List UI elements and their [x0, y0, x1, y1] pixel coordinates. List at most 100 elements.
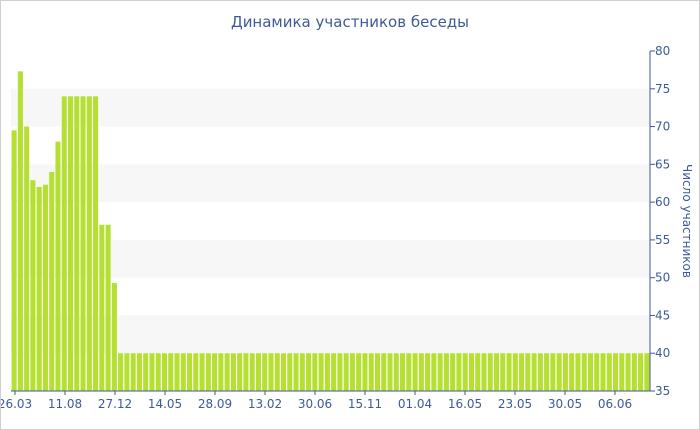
x-tick-label: 06.06	[598, 397, 632, 411]
bar	[537, 353, 543, 391]
bar	[331, 353, 337, 391]
bar	[255, 353, 261, 391]
bar	[412, 353, 418, 391]
bar	[230, 353, 236, 391]
y-axis-label: Число участников	[680, 164, 694, 278]
bar	[36, 187, 42, 391]
bar	[506, 353, 512, 391]
bar	[531, 353, 537, 391]
bar	[30, 180, 36, 391]
bar	[99, 224, 105, 391]
bar	[174, 353, 180, 391]
bar	[187, 353, 193, 391]
x-tick-label: 30.05	[548, 397, 582, 411]
bar	[155, 353, 161, 391]
bar	[575, 353, 581, 391]
bar	[306, 353, 312, 391]
bar	[600, 353, 606, 391]
bar	[180, 353, 186, 391]
grid-band	[11, 315, 650, 354]
bar	[287, 353, 293, 391]
bar	[475, 353, 481, 391]
bar	[625, 353, 631, 391]
bar	[199, 353, 205, 391]
x-tick-label: 14.05	[148, 397, 182, 411]
bar	[49, 171, 55, 391]
bar	[17, 71, 23, 392]
y-tick-label: 75	[655, 82, 670, 96]
bar	[218, 353, 224, 391]
bar	[80, 96, 86, 391]
bar	[318, 353, 324, 391]
bar	[312, 353, 318, 391]
bar	[619, 353, 625, 391]
bar	[61, 96, 67, 391]
x-tick-labels: 26.03 11.08 27.12 14.05 28.09 13.02 30.06 15.11…	[1, 391, 632, 411]
x-tick-label: 27.12	[98, 397, 132, 411]
bar	[280, 353, 287, 391]
bar	[237, 353, 243, 391]
bar	[587, 353, 594, 391]
bar	[594, 353, 600, 391]
y-tick-label: 35	[655, 384, 670, 398]
bar	[74, 96, 80, 391]
x-tick-label: 23.05	[498, 397, 532, 411]
bar	[143, 353, 149, 391]
bar	[606, 353, 612, 391]
bar	[105, 224, 111, 391]
bar	[487, 353, 493, 391]
bar	[519, 353, 525, 391]
bar	[525, 353, 531, 391]
bar	[500, 353, 506, 391]
bar	[437, 353, 443, 391]
bar	[274, 353, 280, 391]
bar	[613, 353, 619, 391]
bar	[387, 353, 393, 391]
bar	[493, 353, 500, 391]
bar	[86, 96, 92, 391]
x-tick-label: 26.03	[1, 397, 32, 411]
bar	[249, 353, 255, 391]
bar	[431, 353, 437, 391]
bar	[337, 353, 343, 391]
y-tick-label: 70	[655, 120, 670, 134]
bar	[381, 353, 387, 391]
bar	[581, 353, 587, 391]
bar	[93, 96, 99, 391]
bar	[343, 353, 349, 391]
chart-title: Динамика участников беседы	[230, 13, 470, 31]
grid-band	[11, 88, 650, 127]
bar	[67, 96, 74, 391]
bar	[205, 353, 211, 391]
bar	[268, 353, 274, 391]
bar	[324, 353, 330, 391]
y-tick-label: 60	[655, 195, 670, 209]
bar	[362, 353, 368, 391]
bar	[468, 353, 474, 391]
bar	[406, 353, 412, 391]
bar	[130, 353, 136, 391]
bar-series	[11, 71, 650, 392]
y-tick-label: 40	[655, 346, 670, 360]
grid-bands	[11, 88, 650, 354]
bar	[631, 353, 637, 391]
bar	[356, 353, 362, 391]
bar	[425, 353, 431, 391]
bar	[456, 353, 462, 391]
bar	[512, 353, 518, 391]
bar	[111, 282, 117, 391]
y-tick-label: 55	[655, 233, 670, 247]
bar	[556, 353, 562, 391]
x-tick-label: 15.11	[348, 397, 382, 411]
bar	[569, 353, 575, 391]
bar	[224, 353, 230, 391]
bar	[374, 353, 381, 391]
bar	[193, 353, 199, 391]
y-tick-labels: 35 40 45 50 55 60 65 70 75 80	[650, 44, 670, 398]
bar	[55, 141, 61, 391]
bar	[262, 353, 268, 391]
y-tick-label: 50	[655, 271, 670, 285]
bar	[450, 353, 456, 391]
